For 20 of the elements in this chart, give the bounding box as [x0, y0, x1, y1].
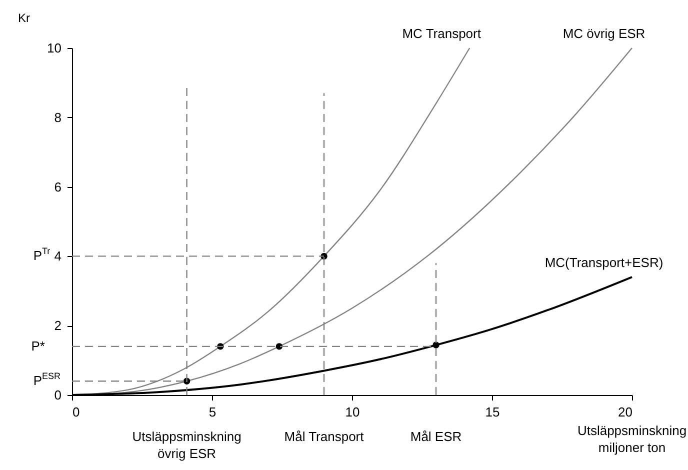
x-tick-label: 10 — [345, 404, 360, 420]
y-tick-label: 8 — [54, 110, 62, 125]
annotation: P* — [31, 338, 45, 354]
annotation: Utsläppsminskning övrig ESR — [132, 429, 242, 461]
y-tick-label: 2 — [54, 318, 62, 334]
x-tick-label: 0 — [72, 404, 80, 420]
series-label: MC(Transport+ESR) — [544, 255, 664, 270]
annotation: Mål ESR — [410, 429, 462, 444]
series-label: MC övrig ESR — [562, 26, 646, 41]
y-tick-label: 0 — [54, 388, 62, 402]
y-tick-label: 4 — [54, 248, 62, 264]
y-tick-label: 10 — [47, 40, 62, 56]
annotation: Mål Transport — [284, 429, 364, 444]
x-tick-label: 15 — [485, 404, 500, 420]
x-axis-title: Utsläppsminskning miljoner ton — [577, 423, 687, 455]
y-tick-label: 6 — [54, 179, 62, 194]
y-axis-title: Kr — [18, 11, 30, 25]
x-tick-label: 20 — [618, 404, 632, 420]
x-tick-label: 5 — [208, 404, 216, 420]
series-label: MC Transport — [402, 26, 482, 41]
